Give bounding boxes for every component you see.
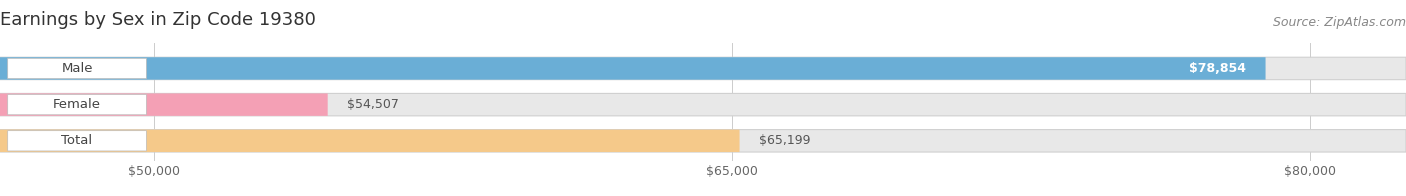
FancyBboxPatch shape [0, 57, 1265, 80]
Text: $78,854: $78,854 [1189, 62, 1246, 75]
FancyBboxPatch shape [7, 94, 146, 115]
FancyBboxPatch shape [0, 130, 1406, 152]
Text: $54,507: $54,507 [347, 98, 399, 111]
Text: Total: Total [62, 134, 93, 147]
Text: $65,199: $65,199 [759, 134, 810, 147]
Text: Male: Male [62, 62, 93, 75]
FancyBboxPatch shape [0, 93, 328, 116]
FancyBboxPatch shape [0, 93, 1406, 116]
Text: Female: Female [53, 98, 101, 111]
Text: Earnings by Sex in Zip Code 19380: Earnings by Sex in Zip Code 19380 [0, 11, 316, 29]
FancyBboxPatch shape [7, 58, 146, 79]
FancyBboxPatch shape [7, 131, 146, 151]
Text: Source: ZipAtlas.com: Source: ZipAtlas.com [1272, 16, 1406, 29]
FancyBboxPatch shape [0, 130, 740, 152]
FancyBboxPatch shape [0, 57, 1406, 80]
